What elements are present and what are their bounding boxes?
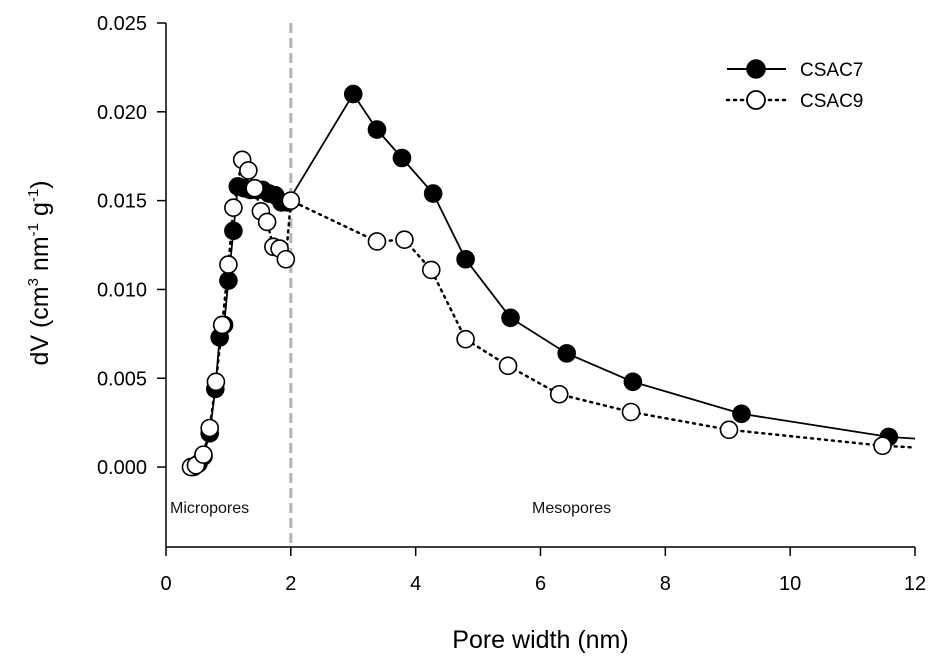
- y-tick-label: 0.025: [97, 13, 147, 35]
- point-csac9: [219, 255, 238, 274]
- point-csac9: [621, 402, 641, 422]
- y-axis-title-part: ): [26, 180, 54, 188]
- point-csac9: [245, 178, 264, 198]
- x-ticks: 0 2 4 6 8 10 12: [160, 547, 926, 595]
- annotation-mesopores: Mesopores: [532, 500, 611, 517]
- point-csac9: [200, 418, 219, 438]
- point-csac9: [719, 420, 739, 440]
- point-csac9: [421, 260, 441, 280]
- y-axis-title: dV (cm3 nm-1 g-1): [25, 180, 54, 365]
- point-csac7: [392, 148, 412, 168]
- x-tick-label: 6: [535, 573, 546, 595]
- point-csac7: [367, 120, 387, 139]
- point-csac9: [873, 436, 892, 456]
- y-tick-label: 0.005: [97, 368, 147, 390]
- y-axis-title-sup: -1: [25, 189, 42, 202]
- point-csac7: [501, 308, 520, 328]
- y-axis-title-part: nm: [26, 236, 54, 278]
- point-csac7: [456, 249, 475, 269]
- y-axis-title-sup: 3: [25, 278, 42, 286]
- point-csac7: [732, 404, 751, 424]
- y-ticks: 0.000 0.005 0.010 0.015 0.020 0.025: [97, 13, 166, 479]
- point-csac9: [206, 372, 226, 392]
- point-csac9: [224, 198, 243, 218]
- point-csac7: [224, 221, 243, 241]
- legend-label-csac7: CSAC7: [800, 60, 863, 81]
- point-csac9: [257, 212, 277, 232]
- series-line-csac7: [192, 92, 916, 468]
- point-csac9: [276, 249, 296, 269]
- x-tick-label: 2: [285, 573, 296, 595]
- legend-marker-csac7: [746, 59, 766, 79]
- y-axis-title-part: dV (cm: [26, 286, 54, 365]
- y-tick-label: 0.000: [97, 457, 147, 479]
- x-tick-label: 8: [660, 573, 671, 595]
- legend: CSAC7 CSAC9: [725, 59, 863, 112]
- y-tick-label: 0.010: [97, 279, 147, 301]
- point-csac7: [423, 184, 443, 203]
- point-csac7: [219, 271, 238, 290]
- x-tick-label: 0: [160, 573, 171, 595]
- point-csac7: [343, 84, 363, 104]
- legend-marker-csac9: [746, 90, 766, 110]
- y-axis-title-part: g: [26, 202, 54, 223]
- point-csac7: [623, 372, 643, 392]
- legend-label-csac9: CSAC9: [800, 91, 863, 112]
- x-tick-label: 10: [779, 573, 801, 595]
- point-csac9: [281, 191, 301, 210]
- series-line-csac9: [189, 156, 917, 469]
- annotation-micropores: Micropores: [170, 500, 249, 517]
- y-tick-label: 0.020: [97, 102, 147, 124]
- point-csac9: [194, 445, 213, 464]
- x-tick-label: 4: [410, 573, 421, 595]
- point-csac9: [549, 384, 569, 404]
- point-csac9: [212, 315, 232, 335]
- point-csac9: [498, 356, 518, 376]
- point-csac9: [239, 161, 258, 180]
- point-csac9: [367, 232, 387, 251]
- x-axis-title: Pore width (nm): [452, 626, 628, 654]
- series-lines: [189, 92, 917, 469]
- series-points: [181, 84, 899, 477]
- point-csac9: [395, 230, 414, 250]
- point-csac7: [557, 344, 577, 363]
- point-csac9: [456, 329, 475, 349]
- x-tick-label: 12: [904, 573, 926, 595]
- y-tick-label: 0.015: [97, 191, 147, 213]
- y-axis-title-sup: -1: [25, 223, 42, 236]
